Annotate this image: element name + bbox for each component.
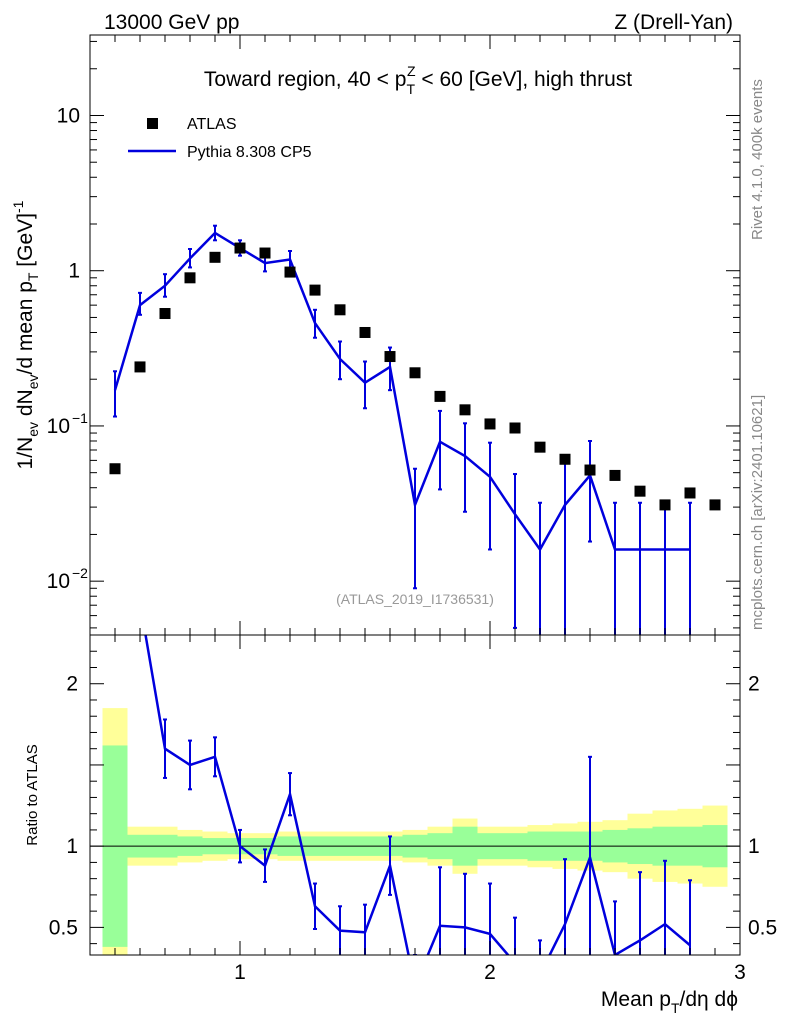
atlas-point (134, 361, 146, 373)
ratio-plot (90, 635, 740, 955)
atlas-point (184, 272, 196, 284)
atlas-point (409, 367, 421, 379)
ratio-bands (102, 708, 728, 955)
header-right: Z (Drell-Yan) (614, 11, 733, 34)
atlas-point (384, 351, 396, 363)
legend: ATLAS Pythia 8.308 CP5 (128, 116, 312, 161)
atlas-point (309, 284, 321, 296)
main-plot (109, 224, 721, 635)
legend-label-pythia: Pythia 8.308 CP5 (187, 144, 312, 161)
atlas-point (434, 390, 446, 402)
ratio-mc-group (144, 635, 692, 955)
atlas-point (334, 304, 346, 316)
mc-line (113, 231, 690, 552)
header-left: 13000 GeV pp (104, 11, 239, 34)
ratio-y-axis-label: Ratio to ATLAS (24, 744, 41, 845)
ratio-y-tick-label: 0.5 (49, 916, 78, 939)
atlas-point (559, 453, 571, 465)
atlas-point (684, 487, 696, 499)
ratio-y-tick-label: 1 (66, 835, 78, 858)
atlas-point (209, 251, 221, 263)
y-tick-exponent: −1 (72, 410, 88, 426)
y-tick-exponent: −2 (72, 565, 88, 581)
x-tick-label: 3 (734, 961, 746, 984)
x-tick-label: 2 (484, 961, 496, 984)
y-tick-label: 1 (68, 260, 80, 283)
atlas-point (534, 441, 546, 453)
rivet-label: Rivet 4.1.0, 400k events (749, 79, 766, 240)
mcplots-label: mcplots.cern.ch [arXiv:2401.10621] (749, 395, 766, 630)
ratio-y-tick-label-right: 0.5 (748, 916, 777, 939)
legend-marker-atlas (147, 118, 158, 129)
atlas-point (109, 463, 121, 475)
y-tick-label: 10 (47, 570, 70, 593)
x-axis-label: Mean pT/dη dϕ (601, 988, 738, 1016)
y-tick-label: 10 (47, 415, 70, 438)
atlas-point (159, 308, 171, 320)
atlas-point (634, 485, 646, 497)
analysis-id: (ATLAS_2019_I1736531) (336, 591, 494, 607)
atlas-point (459, 404, 471, 416)
atlas-point (284, 266, 296, 278)
atlas-point (659, 499, 671, 511)
ratio-y-tick-label-right: 1 (748, 835, 760, 858)
ratio-y-tick-label: 2 (66, 673, 78, 696)
atlas-point (509, 422, 521, 434)
atlas-point (234, 242, 246, 254)
ratio-frame (89, 634, 741, 956)
y-tick-label: 10 (57, 104, 80, 127)
atlas-point (359, 326, 371, 338)
ratio-y-tick-label-right: 2 (748, 673, 760, 696)
x-tick-label: 1 (234, 961, 246, 984)
atlas-point (259, 247, 271, 259)
atlas-point (484, 418, 496, 430)
atlas-point (709, 499, 721, 511)
atlas-point (584, 464, 596, 476)
y-axis-label: 1/Nev dNev/d mean pT [GeV]-1 (10, 200, 41, 469)
legend-label-atlas: ATLAS (187, 116, 237, 133)
chart-title: Toward region, 40 < pTZ < 60 [GeV], high… (204, 63, 632, 97)
atlas-point (609, 469, 621, 481)
ratio-mc-line (144, 635, 691, 955)
